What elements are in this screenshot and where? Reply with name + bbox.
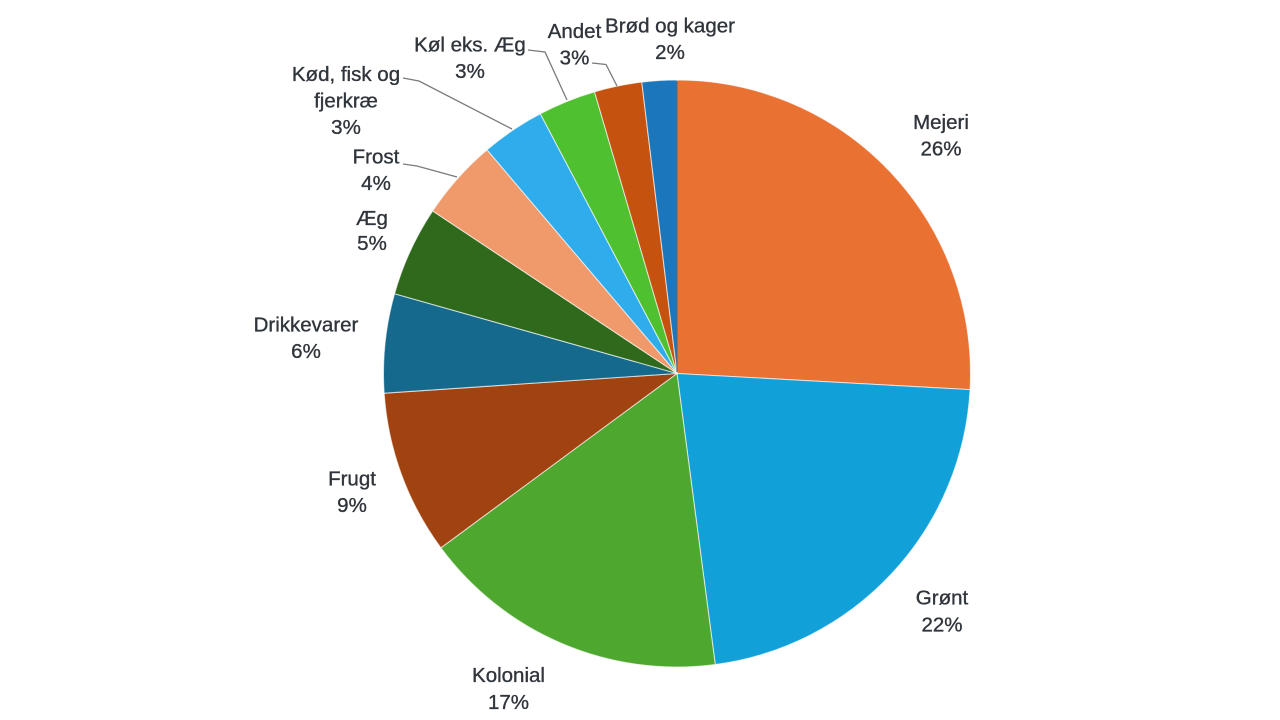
svg-text:Grønt: Grønt [916, 587, 969, 610]
svg-text:17%: 17% [488, 691, 529, 714]
svg-text:22%: 22% [921, 614, 962, 637]
svg-text:2%: 2% [655, 41, 685, 64]
svg-text:26%: 26% [920, 138, 961, 161]
svg-text:3%: 3% [455, 60, 485, 83]
svg-text:3%: 3% [331, 116, 361, 139]
svg-text:6%: 6% [291, 340, 321, 363]
svg-text:Kolonial: Kolonial [472, 664, 545, 687]
svg-text:4%: 4% [361, 172, 391, 195]
svg-text:Andet: Andet [548, 20, 602, 43]
svg-text:Køl eks. Æg: Køl eks. Æg [414, 34, 526, 57]
svg-text:5%: 5% [357, 232, 387, 255]
svg-text:3%: 3% [560, 47, 590, 70]
svg-text:Mejeri: Mejeri [913, 111, 969, 134]
svg-text:Frost: Frost [353, 146, 400, 169]
svg-text:Drikkevarer: Drikkevarer [254, 314, 359, 337]
svg-text:Frugt: Frugt [328, 468, 376, 491]
svg-text:Kød, fisk og: Kød, fisk og [292, 63, 400, 86]
svg-text:fjerkræ: fjerkræ [314, 90, 378, 113]
svg-text:Brød og kager: Brød og kager [605, 15, 735, 38]
svg-text:9%: 9% [337, 494, 367, 517]
svg-text:Æg: Æg [356, 207, 388, 230]
